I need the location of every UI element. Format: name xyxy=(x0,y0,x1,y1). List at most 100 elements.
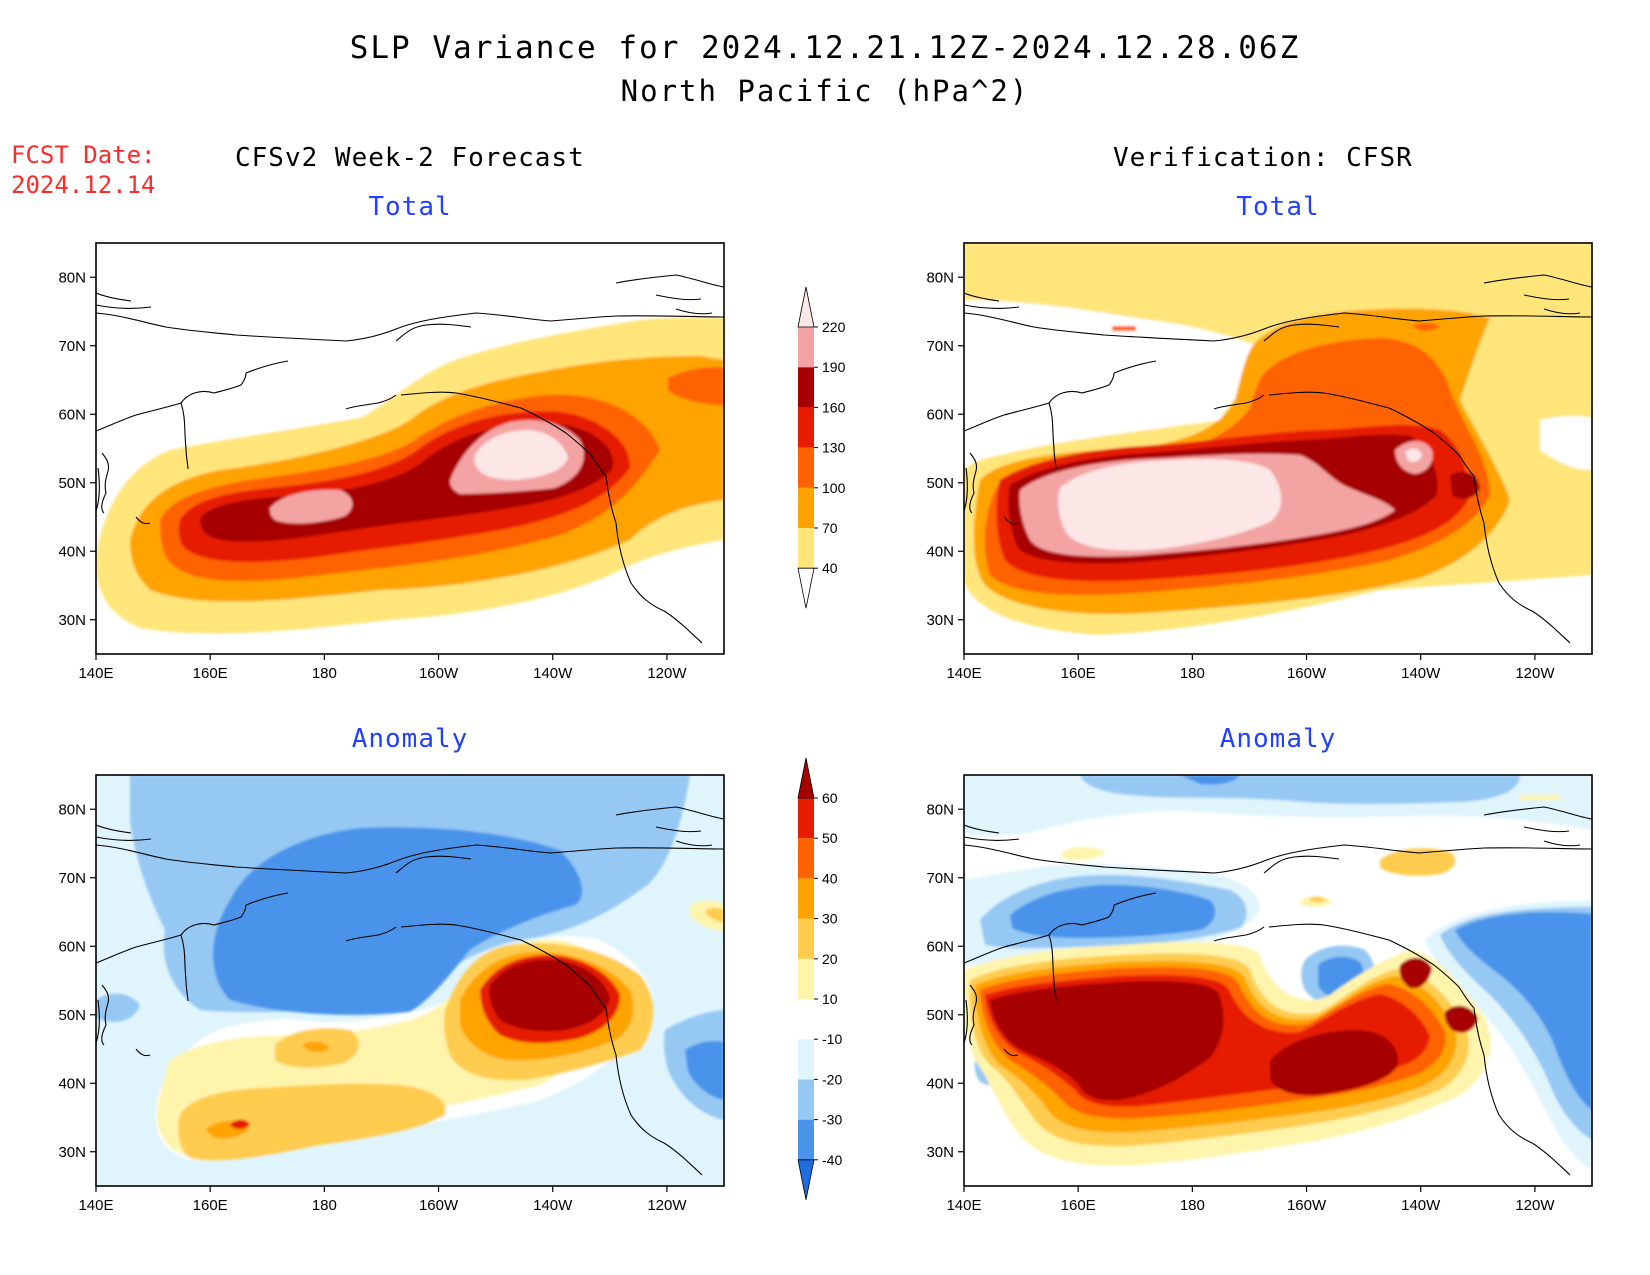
forecast-total-map xyxy=(96,243,724,654)
forecast-total-lat-label: 80N xyxy=(58,269,86,286)
total-colorbar-swatch xyxy=(798,407,814,448)
verification-anomaly-lon-label: 160E xyxy=(1061,1197,1096,1214)
total-colorbar-bottom-arrow xyxy=(797,567,815,609)
verification-total-lat-label: 50N xyxy=(926,475,954,492)
total-colorbar-label: 100 xyxy=(822,480,846,496)
forecast-column-title: CFSv2 Week-2 Forecast xyxy=(235,143,585,173)
anomaly-colorbar-label: -10 xyxy=(822,1031,842,1047)
forecast-total-lat-label: 70N xyxy=(58,338,86,355)
verification-anomaly-map xyxy=(964,775,1592,1186)
verification-total-lon-label: 140W xyxy=(1401,665,1441,682)
anomaly-colorbar-label: 30 xyxy=(822,911,838,927)
forecast-total-lon-label: 120W xyxy=(647,665,687,682)
verification-anomaly-lat-label: 80N xyxy=(926,801,954,818)
total-colorbar-label: 160 xyxy=(822,399,846,415)
forecast-anomaly-lon-label: 160W xyxy=(419,1197,459,1214)
anomaly-colorbar-swatch xyxy=(798,958,814,999)
anomaly-colorbar-bottom-arrow xyxy=(797,1159,815,1200)
verification-anomaly-lon-label: 160W xyxy=(1287,1197,1327,1214)
forecast-total-lat-label: 30N xyxy=(58,612,86,629)
forecast-anomaly-lon-label: 160E xyxy=(193,1197,228,1214)
total-colorbar-swatch xyxy=(798,487,814,528)
forecast-anomaly-frame xyxy=(95,774,725,1187)
fcst-date-value: 2024.12.14 xyxy=(11,171,156,199)
verification-total-frame xyxy=(963,242,1593,655)
anomaly-colorbar-swatch xyxy=(798,1079,814,1120)
anomaly-colorbar-label: 10 xyxy=(822,991,838,1007)
anomaly-colorbar-label: -30 xyxy=(822,1112,842,1128)
anomaly-colorbar-swatch xyxy=(798,838,814,879)
anomaly-colorbar-swatch xyxy=(798,798,814,839)
forecast-anomaly-lat-label: 30N xyxy=(58,1144,86,1161)
anomaly-colorbar-label: -40 xyxy=(822,1152,842,1168)
forecast-anomaly-lat-label: 70N xyxy=(58,870,86,887)
verification-anomaly-lat-label: 50N xyxy=(926,1007,954,1024)
fcst-date-label: FCST Date: xyxy=(11,141,156,169)
forecast-total-lon-label: 160W xyxy=(419,665,459,682)
verification-total-lon-label: 160E xyxy=(1061,665,1096,682)
verification-anomaly-lon-label: 140E xyxy=(946,1197,981,1214)
total-colorbar-label: 220 xyxy=(822,319,846,335)
forecast-total-lat-label: 60N xyxy=(58,406,86,423)
verification-anomaly-lat-label: 60N xyxy=(926,938,954,955)
forecast-anomaly-title: Anomaly xyxy=(351,724,469,754)
forecast-total-lat-label: 50N xyxy=(58,475,86,492)
forecast-anomaly-map xyxy=(96,775,724,1186)
verification-anomaly-title: Anomaly xyxy=(1219,724,1337,754)
total-colorbar-label: 190 xyxy=(822,359,846,375)
total-colorbar-swatch xyxy=(798,327,814,368)
anomaly-colorbar-label: 60 xyxy=(822,790,838,806)
anomaly-colorbar-swatch xyxy=(798,999,814,1040)
verification-anomaly-lat-label: 40N xyxy=(926,1075,954,1092)
verification-anomaly-lat-label: 30N xyxy=(926,1144,954,1161)
anomaly-colorbar-swatch xyxy=(798,918,814,959)
forecast-anomaly-lat-label: 50N xyxy=(58,1007,86,1024)
forecast-total-frame xyxy=(95,242,725,655)
verification-total-lat-label: 60N xyxy=(926,406,954,423)
verification-column-title: Verification: CFSR xyxy=(1113,143,1413,173)
forecast-anomaly-lon-label: 140W xyxy=(533,1197,573,1214)
verification-total-map xyxy=(964,243,1592,654)
forecast-anomaly-lon-label: 180 xyxy=(312,1197,337,1214)
forecast-total-title: Total xyxy=(368,192,452,222)
verification-total-lon-label: 120W xyxy=(1515,665,1555,682)
verification-total-lat-label: 70N xyxy=(926,338,954,355)
verification-total-lat-label: 30N xyxy=(926,612,954,629)
anomaly-colorbar-label: 20 xyxy=(822,951,838,967)
figure-title: SLP Variance for 2024.12.21.12Z-2024.12.… xyxy=(349,30,1301,66)
verification-total-lat-label: 40N xyxy=(926,543,954,560)
forecast-anomaly-lat-label: 60N xyxy=(58,938,86,955)
forecast-anomaly-lon-label: 120W xyxy=(647,1197,687,1214)
anomaly-colorbar-label: -20 xyxy=(822,1071,842,1087)
verification-total-lon-label: 140E xyxy=(946,665,981,682)
verification-total-title: Total xyxy=(1236,192,1320,222)
verification-anomaly-lon-label: 140W xyxy=(1401,1197,1441,1214)
total-colorbar-swatch xyxy=(798,528,814,569)
figure-subtitle: North Pacific (hPa^2) xyxy=(620,74,1030,108)
forecast-total-lon-label: 180 xyxy=(312,665,337,682)
forecast-total-lat-label: 40N xyxy=(58,543,86,560)
anomaly-colorbar-label: 40 xyxy=(822,870,838,886)
anomaly-colorbar-swatch xyxy=(798,1119,814,1160)
verification-total-lat-label: 80N xyxy=(926,269,954,286)
verification-anomaly-frame xyxy=(963,774,1593,1187)
total-colorbar-label: 70 xyxy=(822,520,838,536)
anomaly-colorbar-swatch xyxy=(798,1039,814,1080)
anomaly-colorbar-top-arrow xyxy=(797,757,815,799)
total-colorbar-label: 130 xyxy=(822,440,846,456)
anomaly-colorbar-swatch xyxy=(798,878,814,919)
verification-anomaly-lon-label: 120W xyxy=(1515,1197,1555,1214)
total-colorbar-swatch xyxy=(798,367,814,408)
forecast-anomaly-lat-label: 80N xyxy=(58,801,86,818)
verification-anomaly-lon-label: 180 xyxy=(1180,1197,1205,1214)
verification-anomaly-lat-label: 70N xyxy=(926,870,954,887)
total-colorbar-top-arrow xyxy=(797,286,815,328)
forecast-anomaly-lon-label: 140E xyxy=(78,1197,113,1214)
anomaly-colorbar-label: 50 xyxy=(822,830,838,846)
forecast-anomaly-lat-label: 40N xyxy=(58,1075,86,1092)
total-colorbar-label: 40 xyxy=(822,560,838,576)
verification-total-lon-label: 160W xyxy=(1287,665,1327,682)
verification-total-lon-label: 180 xyxy=(1180,665,1205,682)
total-colorbar-swatch xyxy=(798,447,814,488)
